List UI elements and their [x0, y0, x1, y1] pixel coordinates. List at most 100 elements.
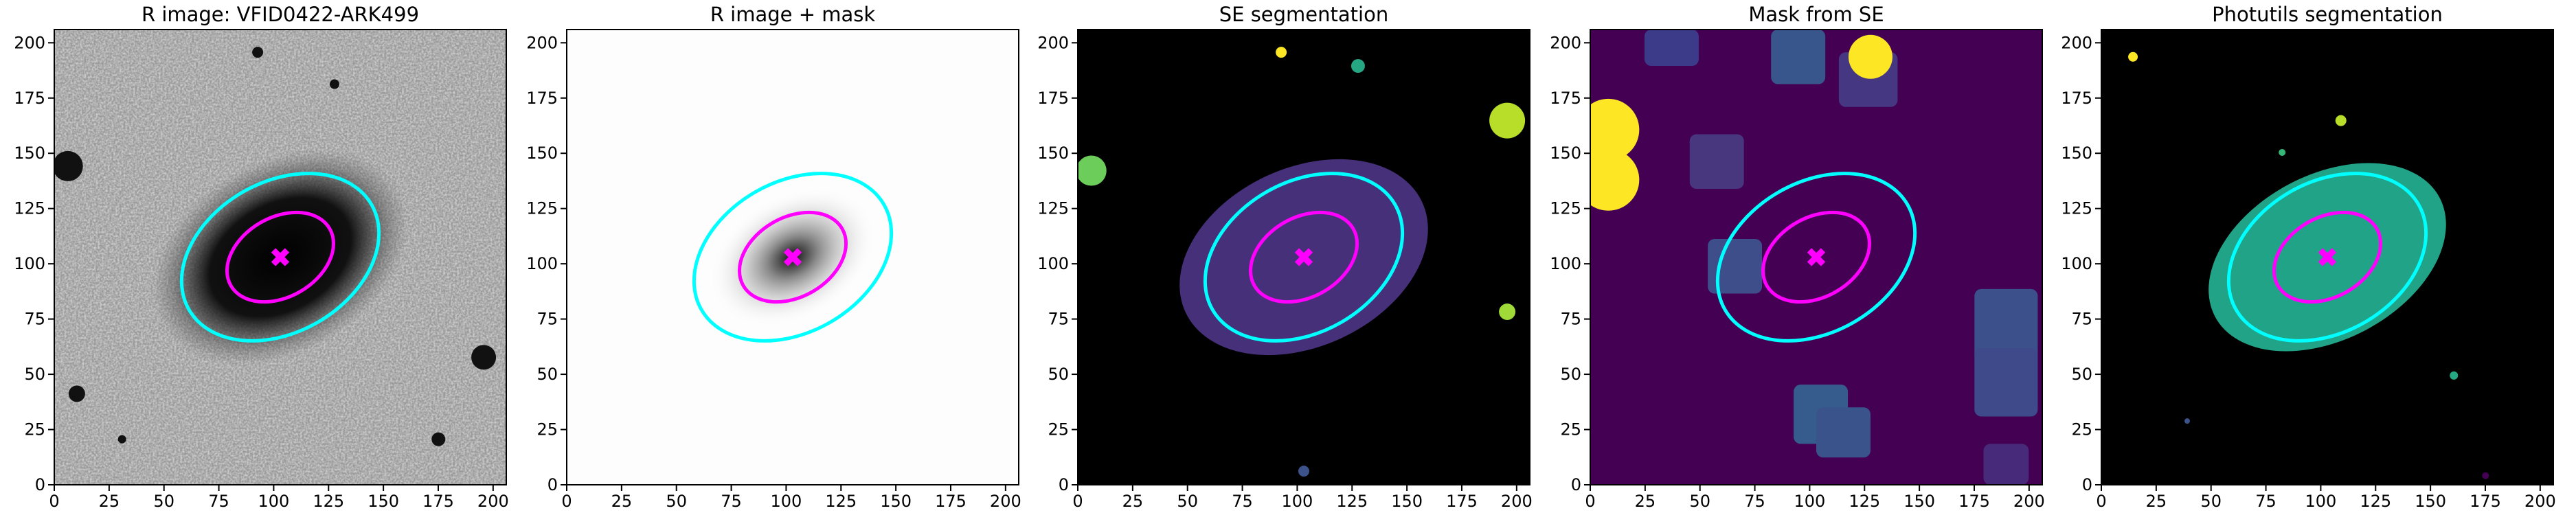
- x-tick-label: 25: [99, 492, 120, 511]
- x-tick-label: 50: [153, 492, 174, 511]
- y-tick-label: 75: [536, 310, 558, 329]
- panel-title: Mask from SE: [1748, 3, 1884, 26]
- y-tick-label: 125: [526, 199, 558, 218]
- axes-frame: [1590, 29, 2043, 485]
- mask-block: [1816, 407, 1871, 458]
- segment: [2335, 115, 2347, 126]
- x-tick-label: 25: [2146, 492, 2167, 511]
- x-tick-label: 0: [561, 492, 572, 511]
- segment: [1499, 304, 1516, 321]
- center-marker: [1807, 248, 1826, 266]
- x-tick-label: 25: [1122, 492, 1144, 511]
- x-tick-label: 150: [1391, 492, 1423, 511]
- mask-block: [1974, 348, 2038, 417]
- panel: 0 25 50 75 100 125 150 175 200 0 25 50 75 100 125 150 17…: [1550, 3, 2045, 511]
- y-tick-label: 150: [1550, 144, 1581, 163]
- x-tick-label: 0: [1585, 492, 1595, 511]
- axes-frame: [54, 29, 507, 485]
- aperture-ellipse: [692, 172, 894, 343]
- x-tick-label: 125: [1849, 492, 1880, 511]
- y-tick-label: 125: [1550, 199, 1581, 218]
- y-tick-label: 150: [2061, 144, 2092, 163]
- aperture-ellipse: [2272, 210, 2383, 304]
- mask-block: [1983, 444, 2029, 485]
- y-tick-label: 50: [2071, 365, 2092, 384]
- y-tick-label: 125: [1037, 199, 1069, 218]
- y-tick-label: 0: [35, 475, 45, 494]
- y-tick-label: 25: [24, 420, 45, 439]
- x-tick-label: 125: [2360, 492, 2391, 511]
- segment: [1351, 59, 1365, 73]
- y-tick-label: 175: [1550, 89, 1581, 108]
- x-tick-label: 200: [477, 492, 509, 511]
- x-tick-label: 50: [2200, 492, 2222, 511]
- y-tick-label: 50: [24, 365, 45, 384]
- segment: [2184, 418, 2191, 424]
- y-tick-label: 175: [2061, 89, 2092, 108]
- x-tick-label: 200: [2013, 492, 2045, 511]
- mask-disk: [1848, 34, 1893, 79]
- x-tick-label: 175: [1958, 492, 1990, 511]
- y-tick-label: 75: [2071, 310, 2092, 329]
- x-tick-label: 75: [1232, 492, 1253, 511]
- y-tick-label: 200: [14, 33, 45, 52]
- y-tick-label: 0: [547, 475, 558, 494]
- y-tick-label: 150: [14, 144, 45, 163]
- mask-disk: [1590, 148, 1640, 211]
- x-tick-label: 125: [825, 492, 857, 511]
- x-tick-label: 150: [1903, 492, 1935, 511]
- x-tick-label: 100: [1794, 492, 1826, 511]
- y-tick-label: 125: [2061, 199, 2092, 218]
- y-tick-label: 0: [1571, 475, 1581, 494]
- x-tick-label: 100: [258, 492, 290, 511]
- center-marker: [2318, 248, 2337, 266]
- y-tick-label: 25: [1560, 420, 1581, 439]
- y-tick-label: 50: [1560, 365, 1581, 384]
- segment: [1298, 466, 1309, 477]
- y-tick-label: 100: [526, 254, 558, 273]
- x-tick-label: 100: [2305, 492, 2337, 511]
- segment: [2279, 149, 2286, 157]
- x-tick-label: 100: [771, 492, 802, 511]
- aperture-ellipse: [1715, 172, 1917, 343]
- y-tick-label: 50: [1048, 365, 1069, 384]
- center-marker: [271, 248, 290, 266]
- x-tick-label: 150: [2415, 492, 2446, 511]
- star: [117, 435, 126, 444]
- x-tick-label: 100: [1282, 492, 1313, 511]
- mask-block: [1644, 30, 1699, 67]
- y-tick-label: 0: [1059, 475, 1069, 494]
- x-tick-label: 200: [990, 492, 1021, 511]
- panel-title: SE segmentation: [1219, 3, 1388, 26]
- segment: [1078, 155, 1107, 186]
- segment: [2482, 472, 2489, 479]
- panel-title: R image: VFID0422-ARK499: [142, 3, 419, 26]
- x-tick-label: 75: [2255, 492, 2276, 511]
- y-tick-label: 75: [1560, 310, 1581, 329]
- x-tick-label: 200: [1501, 492, 1533, 511]
- aperture-ellipse: [737, 210, 848, 304]
- y-tick-label: 150: [526, 144, 558, 163]
- y-tick-label: 200: [2061, 33, 2092, 52]
- aperture-ellipse: [1248, 210, 1359, 304]
- x-tick-label: 125: [313, 492, 344, 511]
- x-tick-label: 25: [1635, 492, 1656, 511]
- y-tick-label: 125: [14, 199, 45, 218]
- axes-frame: [566, 29, 1019, 485]
- aperture-ellipse: [1203, 172, 1405, 343]
- x-tick-label: 0: [2096, 492, 2106, 511]
- y-tick-label: 200: [526, 33, 558, 52]
- y-tick-label: 0: [2082, 475, 2092, 494]
- x-tick-label: 75: [721, 492, 742, 511]
- panel: 0 25 50 75 100 125 150 175 200 0 25 50 75 100 125 150 17…: [526, 3, 1021, 511]
- y-tick-label: 150: [1037, 144, 1069, 163]
- x-tick-label: 175: [2470, 492, 2501, 511]
- center-marker: [783, 248, 802, 266]
- y-tick-label: 75: [1048, 310, 1069, 329]
- x-tick-label: 75: [208, 492, 229, 511]
- aperture-ellipse: [2226, 172, 2428, 343]
- mask-block: [1974, 288, 2038, 362]
- image: [1590, 30, 2042, 485]
- x-tick-label: 25: [611, 492, 633, 511]
